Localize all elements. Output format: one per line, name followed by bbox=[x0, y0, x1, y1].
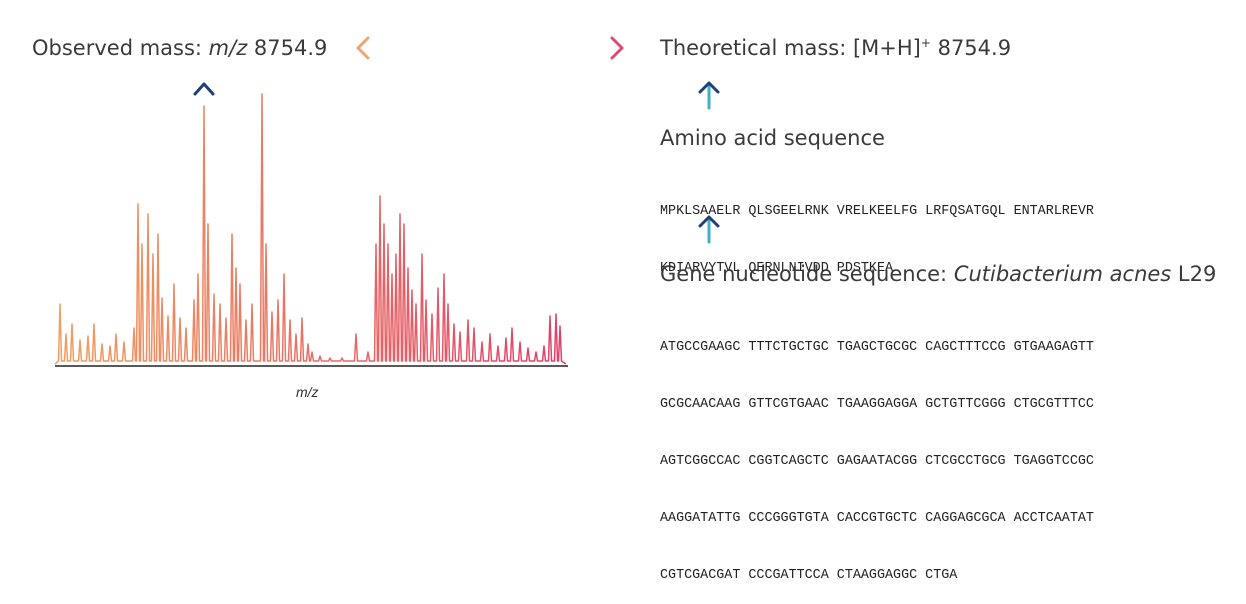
observed-mass-mz: m/z bbox=[208, 36, 248, 60]
amino-acid-line: KDIARVYTVL QERNLNIVDD PDSTKEA bbox=[660, 261, 894, 276]
gene-nucleotide-sequence: ATGCCGAAGC TTTCTGCTGC TGAGCTGCGC CAGCTTT… bbox=[660, 300, 1094, 604]
amino-up-arrow-icon bbox=[698, 81, 720, 110]
theoretical-mass-value: 8754.9 bbox=[930, 36, 1012, 60]
double-arrow-icon bbox=[356, 36, 624, 60]
spectrum-trace bbox=[54, 93, 567, 365]
mass-spectrum bbox=[54, 93, 568, 367]
gene-line: ATGCCGAAGC TTTCTGCTGC TGAGCTGCGC CAGCTTT… bbox=[660, 340, 1094, 355]
amino-acid-line: MPKLSAAELR QLSGEELRNK VRELKEELFG LRFQSAT… bbox=[660, 204, 1094, 219]
observed-mass-label: Observed mass: m/z 8754.9 bbox=[32, 36, 327, 60]
gene-sequence-title: Gene nucleotide sequence: Cutibacterium … bbox=[660, 262, 1216, 286]
amino-acid-title: Amino acid sequence bbox=[660, 126, 885, 150]
observed-mass-value: 8754.9 bbox=[247, 36, 328, 60]
gene-line: AGTCGGCCAC CGGTCAGCTC GAGAATACGG CTCGCCT… bbox=[660, 454, 1094, 469]
spectrum-x-label: m/z bbox=[296, 384, 319, 400]
gene-title-suffix: L29 bbox=[1171, 262, 1217, 286]
theoretical-mass-prefix: Theoretical mass: [M+H] bbox=[660, 36, 921, 60]
amino-acid-sequence: MPKLSAAELR QLSGEELRNK VRELKEELFG LRFQSAT… bbox=[660, 164, 1094, 297]
gene-up-arrow-icon bbox=[698, 215, 720, 244]
gene-line: AAGGATATTG CCCGGGTGTA CACCGTGCTC CAGGAGC… bbox=[660, 511, 1094, 526]
gene-line: CGTCGACGAT CCCGATTCCA CTAAGGAGGC CTGA bbox=[660, 568, 958, 583]
gene-title-organism: Cutibacterium acnes bbox=[953, 262, 1172, 286]
gene-line: GCGCAACAAG GTTCGTGAAC TGAAGGAGGA GCTGTTC… bbox=[660, 397, 1094, 412]
gene-title-prefix: Gene nucleotide sequence: bbox=[660, 262, 954, 286]
theoretical-mass-label: Theoretical mass: [M+H]+ 8754.9 bbox=[660, 36, 1011, 60]
theoretical-mass-charge: + bbox=[920, 36, 931, 50]
observed-mass-prefix: Observed mass: bbox=[32, 36, 209, 60]
